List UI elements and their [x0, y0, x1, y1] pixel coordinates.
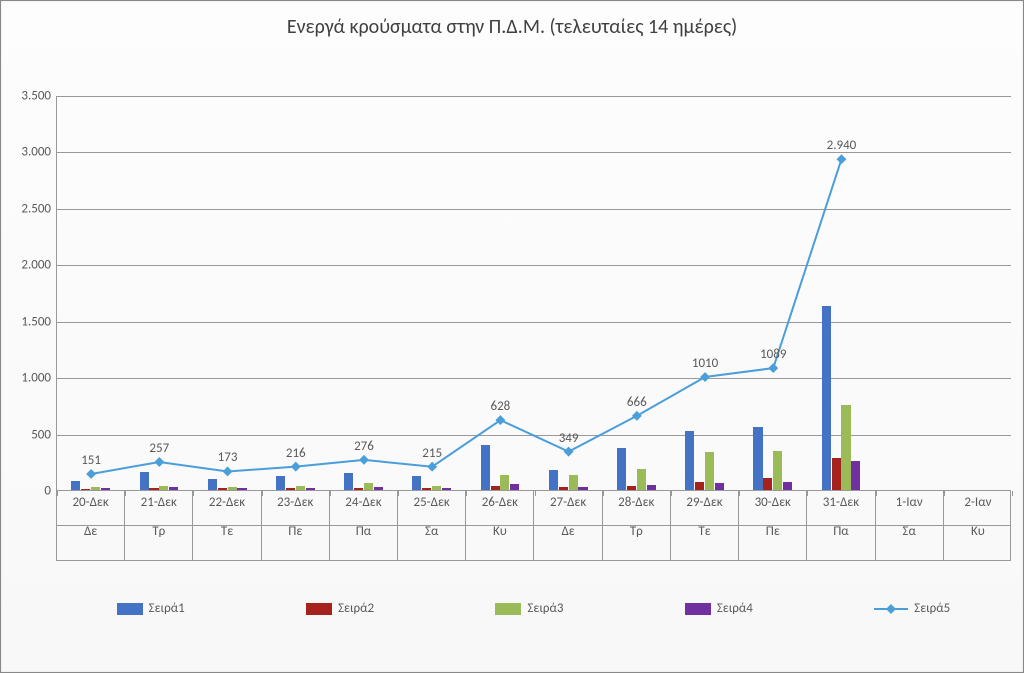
- chart-title: Ενεργά κρούσματα στην Π.Δ.Μ. (τελευταίες…: [1, 15, 1023, 39]
- data-label: 666: [627, 395, 647, 410]
- marker-Σειρά5: [837, 154, 847, 164]
- x-date-label: 31-Δεκ: [823, 495, 859, 510]
- x-date-label: 21-Δεκ: [141, 495, 177, 510]
- x-day-label: Σα: [425, 524, 438, 539]
- legend: Σειρά1 Σειρά2 Σειρά3 Σειρά4 Σειρά5: [56, 601, 1011, 616]
- x-date-label: 30-Δεκ: [755, 495, 791, 510]
- line-Σειρά5: [91, 159, 841, 474]
- y-tick-label: 3.000: [6, 145, 51, 160]
- y-tick-label: 0: [6, 484, 51, 499]
- y-tick-label: 3.500: [6, 89, 51, 104]
- x-date-label: 24-Δεκ: [345, 495, 381, 510]
- data-label: 2.940: [827, 138, 857, 153]
- legend-swatch: [685, 603, 711, 615]
- x-day-label: Δε: [84, 524, 97, 539]
- x-tick: [1012, 491, 1013, 496]
- legend-label: Σειρά2: [338, 601, 374, 616]
- x-day-label: Πα: [356, 524, 371, 539]
- plot-area: 151 257 173 216 276 215 628 349 666 1010 1089 2.940: [56, 96, 1011, 491]
- data-label: 173: [218, 450, 238, 465]
- marker-Σειρά5: [291, 462, 301, 472]
- y-tick-label: 2.000: [6, 258, 51, 273]
- y-tick-label: 500: [6, 427, 51, 442]
- x-category: 27-Δεκ Δε: [535, 491, 603, 561]
- data-label: 215: [422, 446, 442, 461]
- legend-label: Σειρά4: [717, 601, 753, 616]
- x-category: 31-Δεκ Πα: [807, 491, 875, 561]
- x-day-label: Πε: [766, 524, 780, 539]
- marker-Σειρά5: [768, 363, 778, 373]
- x-date-label: 1-Ιαν: [896, 495, 923, 510]
- x-date-label: 2-Ιαν: [964, 495, 991, 510]
- data-label: 1089: [760, 347, 786, 362]
- x-category: 28-Δεκ Τρ: [603, 491, 671, 561]
- data-label: 628: [491, 399, 511, 414]
- legend-label: Σειρά3: [527, 601, 563, 616]
- marker-Σειρά5: [223, 467, 233, 477]
- x-date-label: 22-Δεκ: [209, 495, 245, 510]
- x-category: 1-Ιαν Σα: [876, 491, 944, 561]
- x-day-label: Σα: [902, 524, 915, 539]
- x-day-label: Τρ: [630, 524, 643, 539]
- x-category: 20-Δεκ Δε: [57, 491, 125, 561]
- x-day-label: Τε: [698, 524, 710, 539]
- x-date-label: 27-Δεκ: [550, 495, 586, 510]
- x-date-label: 20-Δεκ: [72, 495, 108, 510]
- legend-item-Σειρά3: Σειρά3: [495, 601, 563, 616]
- x-day-label: Πα: [833, 524, 848, 539]
- x-category: 2-Ιαν Κυ: [944, 491, 1012, 561]
- legend-swatch: [117, 603, 143, 615]
- x-category: 26-Δεκ Κυ: [466, 491, 534, 561]
- marker-Σειρά5: [359, 455, 369, 465]
- x-date-label: 29-Δεκ: [686, 495, 722, 510]
- marker-Σειρά5: [632, 411, 642, 421]
- x-day-label: Κυ: [493, 524, 507, 539]
- data-label: 257: [149, 441, 169, 456]
- x-category: 22-Δεκ Τε: [193, 491, 261, 561]
- legend-line-swatch: [874, 608, 908, 610]
- x-category: 25-Δεκ Σα: [398, 491, 466, 561]
- x-axis: 20-Δεκ Δε 21-Δεκ Τρ 22-Δεκ Τε 23-Δεκ Πε 24-Δεκ Πα…: [56, 491, 1011, 561]
- x-axis-divider: [57, 525, 1010, 526]
- x-axis-bottom-border: [57, 560, 1010, 561]
- marker-Σειρά5: [564, 447, 574, 457]
- legend-item-Σειρά2: Σειρά2: [306, 601, 374, 616]
- legend-item-Σειρά1: Σειρά1: [117, 601, 185, 616]
- legend-swatch: [495, 603, 521, 615]
- x-day-label: Δε: [561, 524, 574, 539]
- x-date-label: 25-Δεκ: [414, 495, 450, 510]
- x-date-label: 26-Δεκ: [482, 495, 518, 510]
- legend-swatch: [306, 603, 332, 615]
- marker-Σειρά5: [86, 469, 96, 479]
- data-label: 276: [354, 439, 374, 454]
- marker-Σειρά5: [154, 457, 164, 467]
- legend-marker: [886, 604, 896, 614]
- x-category: 21-Δεκ Τρ: [125, 491, 193, 561]
- data-label: 216: [286, 446, 306, 461]
- x-category: 24-Δεκ Πα: [330, 491, 398, 561]
- data-label: 1010: [692, 356, 718, 371]
- line-layer: [57, 96, 1011, 490]
- x-day-label: Τε: [221, 524, 233, 539]
- y-tick-label: 1.000: [6, 371, 51, 386]
- x-day-label: Τρ: [152, 524, 165, 539]
- x-day-label: Πε: [288, 524, 302, 539]
- x-date-label: 23-Δεκ: [277, 495, 313, 510]
- y-tick-label: 2.500: [6, 201, 51, 216]
- marker-Σειρά5: [700, 372, 710, 382]
- data-label: 151: [81, 453, 101, 468]
- legend-item-Σειρά4: Σειρά4: [685, 601, 753, 616]
- x-date-label: 28-Δεκ: [618, 495, 654, 510]
- legend-item-Σειρά5: Σειρά5: [874, 601, 950, 616]
- x-category: 29-Δεκ Τε: [671, 491, 739, 561]
- legend-label: Σειρά1: [149, 601, 185, 616]
- data-label: 349: [559, 431, 579, 446]
- legend-label: Σειρά5: [914, 601, 950, 616]
- x-category: 30-Δεκ Πε: [739, 491, 807, 561]
- x-day-label: Κυ: [971, 524, 985, 539]
- chart-container: Ενεργά κρούσματα στην Π.Δ.Μ. (τελευταίες…: [0, 0, 1024, 673]
- y-tick-label: 1.500: [6, 314, 51, 329]
- x-category: 23-Δεκ Πε: [262, 491, 330, 561]
